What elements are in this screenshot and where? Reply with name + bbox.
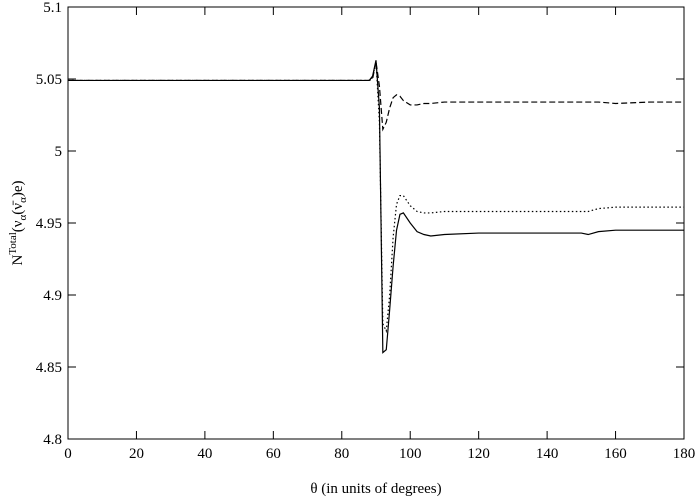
data-line xyxy=(68,61,684,334)
y-label-sup: Total xyxy=(7,232,19,254)
y-tick-label: 5.1 xyxy=(43,0,62,16)
y-axis-label: NTotal(να(ν̄α)e) xyxy=(7,180,29,265)
x-tick-label: 140 xyxy=(536,446,559,462)
y-label-sub: α xyxy=(17,214,29,220)
y-label-part: (ν̄ xyxy=(10,200,26,215)
x-tick-label: 0 xyxy=(64,446,72,462)
y-tick-label: 5.05 xyxy=(36,72,62,88)
x-tick-label: 40 xyxy=(197,446,212,462)
y-label-part: N xyxy=(10,255,26,266)
x-tick-label: 160 xyxy=(604,446,627,462)
x-tick-label: 80 xyxy=(334,446,349,462)
y-label-part: (ν xyxy=(10,220,26,232)
data-line xyxy=(68,61,684,132)
x-tick-label: 120 xyxy=(467,446,490,462)
y-tick-label: 4.9 xyxy=(43,288,62,304)
y-tick-label: 5 xyxy=(55,144,63,160)
y-label-part: )e) xyxy=(10,180,26,197)
y-label-sub: α xyxy=(17,197,29,203)
y-tick-label: 4.8 xyxy=(43,432,62,448)
x-axis-label: θ (in units of degrees) xyxy=(310,481,441,497)
x-tick-label: 100 xyxy=(399,446,422,462)
x-tick-label: 60 xyxy=(266,446,281,462)
plot-frame xyxy=(67,6,685,440)
y-tick-label: 4.85 xyxy=(36,360,62,376)
data-line xyxy=(68,60,684,354)
x-tick-label: 20 xyxy=(129,446,144,462)
y-tick-label: 4.95 xyxy=(36,216,62,232)
x-tick-label: 180 xyxy=(673,446,696,462)
